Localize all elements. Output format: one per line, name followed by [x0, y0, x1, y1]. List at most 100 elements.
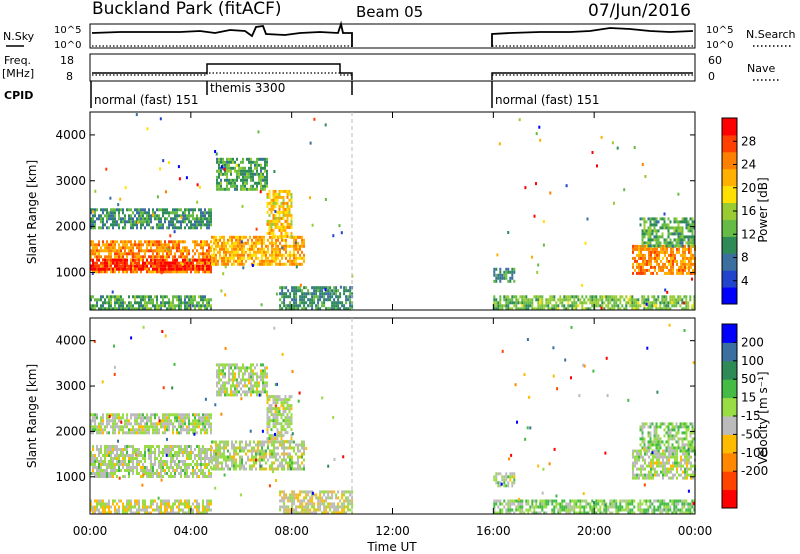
velocity-echo-cell — [228, 369, 230, 373]
velocity-echo-cell — [266, 413, 269, 417]
power-echo-cell — [681, 241, 684, 245]
velocity-echo-cell — [162, 413, 164, 417]
power-echo-cell — [261, 253, 263, 257]
velocity-echo-cell — [289, 499, 292, 503]
velocity-echo-cell — [152, 463, 154, 466]
velocity-echo-cell — [124, 460, 126, 463]
velocity-echo-cell — [156, 428, 158, 432]
power-echo-cell — [691, 223, 694, 227]
velocity-echo-cell — [263, 458, 265, 462]
power-echo-cell — [672, 250, 674, 254]
power-echo-cell — [245, 235, 247, 239]
power-echo-cell — [648, 256, 650, 260]
velocity-echo-cell — [126, 419, 128, 423]
power-echo-cell — [118, 261, 120, 265]
velocity-echo-cell — [236, 363, 238, 367]
power-echo-cell — [649, 229, 652, 233]
power-echo-cell — [182, 214, 184, 218]
power-echo-cell — [128, 246, 130, 250]
power-echo-cell — [170, 217, 172, 221]
power-echo-cell — [683, 307, 686, 311]
power-echo-cell — [204, 211, 206, 215]
velocity-echo-cell — [168, 454, 170, 457]
power-echo-cell — [667, 232, 670, 236]
velocity-echo-cell — [224, 363, 226, 367]
power-echo-cell — [102, 295, 104, 299]
velocity-echo-cell — [162, 416, 164, 420]
velocity-echo-cell — [202, 508, 204, 512]
power-echo-cell — [521, 298, 524, 302]
velocity-echo-cell — [186, 475, 188, 478]
velocity-echo-cell — [182, 508, 184, 512]
power-echo-cell — [333, 304, 336, 308]
power-echo-cell — [190, 258, 192, 262]
power-echo-cell — [681, 220, 684, 224]
power-echo-cell — [290, 192, 293, 196]
velocity-echo-cell — [225, 464, 227, 468]
power-echo-cell — [281, 286, 284, 290]
velocity-echo-cell — [236, 384, 238, 388]
velocity-echo-cell — [100, 431, 102, 435]
power-echo-cell — [317, 301, 320, 305]
velocity-echo-cell — [150, 448, 152, 451]
velocity-echo-region — [216, 363, 268, 397]
power-echo-cell — [669, 241, 672, 245]
velocity-echo-cell — [102, 416, 104, 420]
power-echo-cell — [644, 268, 646, 272]
power-colorbar-swatch — [722, 134, 737, 153]
power-echo-cell — [114, 240, 116, 244]
power-echo-cell — [217, 244, 219, 248]
power-echo-cell — [168, 255, 170, 259]
power-echo-cell — [184, 208, 186, 212]
power-echo-cell — [301, 250, 303, 254]
power-echo-cell — [295, 244, 297, 248]
power-echo-cell — [122, 270, 124, 274]
power-echo-cell — [579, 301, 582, 305]
power-echo-cell — [507, 307, 510, 311]
power-echo-cell — [116, 264, 118, 268]
velocity-echo-cell — [282, 413, 285, 417]
velocity-echo-cell — [110, 466, 112, 469]
power-echo-cell — [221, 244, 223, 248]
velocity-echo-cell — [230, 366, 232, 370]
power-echo-cell — [202, 240, 204, 244]
velocity-echo-cell — [90, 431, 92, 435]
power-echo-cell — [162, 211, 164, 215]
power-echo-cell — [293, 247, 295, 251]
power-echo-cell — [690, 247, 692, 251]
power-echo-cell — [146, 246, 148, 250]
power-echo-cell — [605, 298, 608, 302]
power-echo-cell — [142, 249, 144, 253]
power-echo-cell — [641, 301, 644, 305]
power-echo-cell — [237, 262, 239, 266]
power-echo-cell — [138, 258, 140, 262]
velocity-echo-cell — [198, 425, 200, 429]
power-echo-cell — [124, 261, 126, 265]
power-echo-cell — [645, 307, 648, 311]
power-echo-cell — [180, 307, 182, 311]
velocity-echo-cell — [194, 422, 196, 426]
power-echo-cell — [643, 241, 646, 245]
power-echo-cell — [637, 301, 640, 305]
velocity-echo-cell — [184, 502, 186, 506]
power-echo-cell — [611, 304, 614, 308]
power-echo-cell — [664, 253, 666, 257]
power-echo-cell — [311, 298, 314, 302]
velocity-echo-cell — [256, 387, 258, 391]
velocity-echo-cell — [178, 505, 180, 509]
velocity-echo-cell — [267, 458, 269, 462]
power-echo-cell — [689, 223, 692, 227]
power-echo-cell — [268, 207, 271, 211]
power-echo-cell — [497, 273, 500, 277]
velocity-echo-cell — [192, 413, 194, 417]
power-echo-cell — [112, 246, 114, 250]
velocity-echo-cell — [281, 461, 283, 465]
power-echo-cell — [278, 216, 281, 220]
velocity-echo-cell — [118, 469, 120, 472]
velocity-echo-cell — [116, 416, 118, 420]
velocity-echo-cell — [138, 508, 140, 512]
power-echo-cell — [321, 292, 324, 296]
power-echo-cell — [261, 247, 263, 251]
power-echo-cell — [631, 298, 634, 302]
power-echo-cell — [691, 226, 694, 230]
